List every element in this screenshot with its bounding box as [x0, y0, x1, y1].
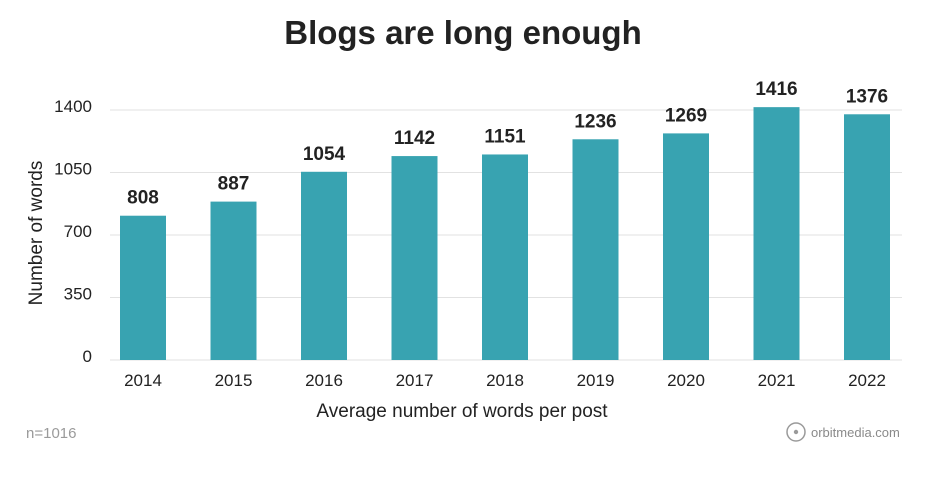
bar-value-label: 1376 — [846, 86, 888, 107]
bar-value-label: 1416 — [755, 79, 797, 100]
bar — [482, 154, 528, 360]
brand-text: orbitmedia.com — [811, 425, 900, 440]
x-tick-label: 2021 — [758, 371, 796, 390]
bar-value-label: 1054 — [303, 144, 346, 165]
y-tick-label: 350 — [64, 285, 92, 304]
y-tick-label: 1400 — [54, 97, 92, 116]
bar-value-label: 1151 — [484, 126, 526, 147]
bars — [120, 107, 890, 361]
y-tick-label: 0 — [83, 347, 92, 366]
brand-logo: orbitmedia.com — [786, 422, 900, 442]
bar — [210, 201, 257, 360]
y-tick-label: 700 — [64, 222, 92, 241]
x-tick-label: 2015 — [215, 371, 253, 390]
bar — [120, 215, 166, 360]
x-axis-label: Average number of words per post — [316, 401, 608, 422]
x-tick-label: 2014 — [124, 371, 162, 390]
bar-value-label: 1142 — [394, 128, 435, 149]
y-axis-ticks: 0 350 700 1050 1400 — [54, 97, 92, 366]
bar — [844, 114, 890, 361]
bar — [301, 171, 347, 360]
x-tick-label: 2016 — [305, 371, 343, 390]
x-axis-ticks: 2014 2015 2016 2017 2018 2019 2020 2021 2022 — [124, 371, 886, 390]
x-tick-label: 2020 — [667, 371, 705, 390]
y-tick-label: 1050 — [54, 160, 92, 179]
bar-value-label: 808 — [127, 188, 159, 209]
orbit-icon-dot — [793, 429, 799, 435]
bar — [663, 133, 709, 360]
x-tick-label: 2018 — [486, 371, 524, 390]
chart-title: Blogs are long enough — [284, 14, 642, 51]
y-axis-label: Number of words — [26, 161, 47, 306]
x-tick-label: 2019 — [577, 371, 615, 390]
bar-value-label: 1236 — [574, 111, 616, 132]
bar-value-label: 1269 — [665, 105, 707, 126]
bar — [572, 139, 619, 360]
x-tick-label: 2022 — [848, 371, 886, 390]
bar — [753, 107, 800, 361]
x-tick-label: 2017 — [396, 371, 434, 390]
bar — [391, 156, 438, 360]
bar-value-label: 887 — [218, 174, 250, 195]
orbit-icon — [786, 422, 806, 442]
sample-size-note: n=1016 — [26, 425, 76, 442]
value-labels: 808 887 1054 1142 1151 1236 1269 1416 1376 — [127, 79, 888, 209]
